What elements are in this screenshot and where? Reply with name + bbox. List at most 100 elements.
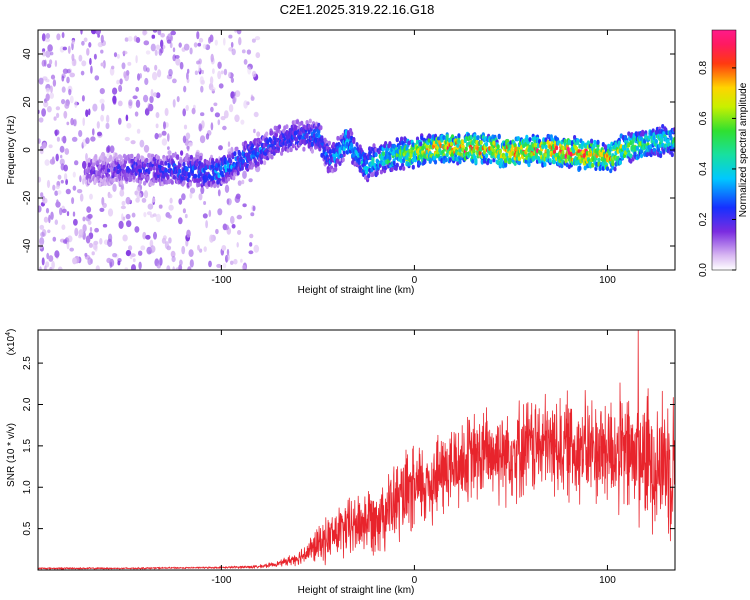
spectrogram-noise-cell (125, 213, 131, 220)
spectrogram-ridge-cell (552, 159, 557, 165)
spectrogram-noise-cell (45, 207, 50, 214)
spectrogram-ridge-cell (129, 176, 133, 182)
spectrogram-ridge-cell (273, 140, 277, 146)
spectrogram-noise-cell (247, 66, 252, 75)
spectrogram-noise-cell (49, 59, 53, 65)
spectrogram-ridge-cell (479, 140, 483, 145)
spectrogram-noise-cell (78, 130, 83, 137)
spectrogram-noise-cell (113, 52, 118, 58)
y-tick-label: 20 (22, 96, 33, 108)
spectrogram-noise-cell (256, 131, 261, 137)
spectrogram-noise-cell (182, 108, 186, 117)
spectrogram-ridge-cell (395, 162, 399, 168)
spectrogram-noise-cell (73, 218, 78, 226)
spectrogram-ridge-cell (176, 154, 180, 160)
spectrogram-ridge-cell (217, 173, 221, 179)
spectrogram-noise-cell (48, 214, 51, 224)
spectrogram-ridge-cell (578, 165, 582, 171)
spectrogram-ridge-cell (350, 142, 354, 148)
spectrogram-noise-cell (200, 112, 205, 117)
spectrogram-noise-cell (157, 30, 162, 36)
spectrogram-noise-cell (107, 208, 114, 217)
spectrogram-noise-cell (251, 70, 257, 78)
spectrogram-noise-cell (108, 193, 113, 199)
spectrogram-noise-cell (112, 87, 118, 95)
snr-x-label: Height of straight line (km) (298, 585, 415, 596)
spectrogram-noise-cell (41, 108, 46, 117)
spectrogram-noise-cell (82, 117, 85, 126)
spectrogram-noise-cell (194, 70, 198, 76)
y-tick-label: -40 (22, 238, 33, 253)
spectrogram-ridge-cell (138, 164, 142, 170)
spectrogram-y-label: Frequency (Hz) (6, 116, 17, 185)
spectrogram-noise-cell (157, 69, 162, 78)
spectrogram-ridge-cell (164, 160, 168, 166)
spectrogram-ridge-cell (171, 152, 175, 158)
spectrogram-noise-cell (154, 64, 158, 71)
spectrogram-noise-cell (87, 220, 92, 226)
spectrogram-ridge-cell (384, 141, 388, 146)
spectrogram-noise-cell (100, 114, 104, 122)
spectrogram-noise-cell (182, 208, 186, 214)
spectrogram-noise-cell (86, 48, 90, 56)
spectrogram-ridge-cell (508, 159, 512, 165)
spectrogram-ridge-cell (379, 169, 383, 175)
spectrogram-ridge-cell (400, 136, 404, 142)
spectrogram-noise-cell (62, 46, 67, 51)
spectrogram-noise-cell (203, 201, 207, 205)
spectrogram-noise-cell (44, 38, 51, 43)
spectrogram-ridge-cell (609, 168, 613, 174)
spectrogram-noise-cell (49, 266, 53, 270)
spectrogram-noise-cell (162, 45, 166, 49)
spectrogram-noise-cell (125, 250, 132, 257)
spectrogram-ridge-cell (624, 150, 628, 156)
spectrogram-noise-cell (187, 266, 192, 270)
spectrogram-ridge-cell (345, 141, 349, 147)
spectrogram-noise-cell (236, 242, 239, 248)
spectrogram-ridge-cell (146, 176, 150, 181)
spectrogram-noise-cell (175, 58, 181, 66)
spectrogram-ridge-cell (182, 162, 186, 167)
spectrogram-noise-cell (135, 197, 140, 203)
spectrogram-noise-cell (69, 72, 75, 78)
spectrogram-ridge-cell (197, 182, 201, 188)
spectrogram-noise-cell (220, 70, 224, 75)
spectrogram-noise-cell (67, 235, 73, 243)
spectrogram-noise-cell (126, 122, 132, 129)
spectrogram-noise-cell (125, 196, 131, 205)
spectrogram-noise-cell (152, 213, 157, 217)
spectrogram-noise-cell (122, 216, 126, 221)
spectrogram-ridge-cell (99, 155, 103, 160)
spectrogram-noise-cell (81, 40, 85, 46)
spectrogram-noise-cell (167, 146, 170, 151)
spectrogram-noise-cell (39, 266, 42, 270)
snr-y-label: SNR (10 * v/v) (6, 423, 17, 487)
spectrogram-noise-cell (65, 188, 71, 195)
spectrogram-ridge-cell (445, 152, 449, 158)
spectrogram-ridge-cell (136, 153, 140, 159)
spectrogram-noise-cell (240, 119, 245, 125)
spectrogram-ridge-cell (613, 166, 617, 172)
spectrogram-noise-cell (150, 88, 154, 98)
spectrogram-noise-cell (119, 78, 123, 85)
spectrogram-noise-cell (137, 73, 141, 81)
spectrogram-noise-cell (112, 95, 117, 104)
spectrogram-ridge-cell (398, 165, 403, 171)
spectrogram-noise-cell (222, 263, 227, 269)
spectrogram-noise-cell (101, 103, 105, 112)
spectrogram-noise-cell (157, 133, 162, 138)
spectrogram-ridge-cell (138, 168, 142, 174)
spectrogram-noise-cell (52, 184, 56, 191)
spectrogram-noise-cell (59, 145, 65, 153)
spectrogram-noise-cell (159, 257, 163, 266)
spectrogram-ridge-cell (457, 133, 461, 139)
spectrogram-noise-cell (226, 198, 230, 205)
spectrogram-noise-cell (166, 265, 171, 270)
spectrogram-noise-cell (100, 49, 104, 54)
spectrogram-ridge-cell (341, 157, 345, 163)
spectrogram-noise-cell (205, 133, 210, 140)
spectrogram-noise-cell (126, 220, 132, 228)
spectrogram-noise-cell (118, 117, 122, 125)
spectrogram-noise-cell (228, 34, 233, 39)
spectrogram-noise-cell (64, 148, 70, 155)
